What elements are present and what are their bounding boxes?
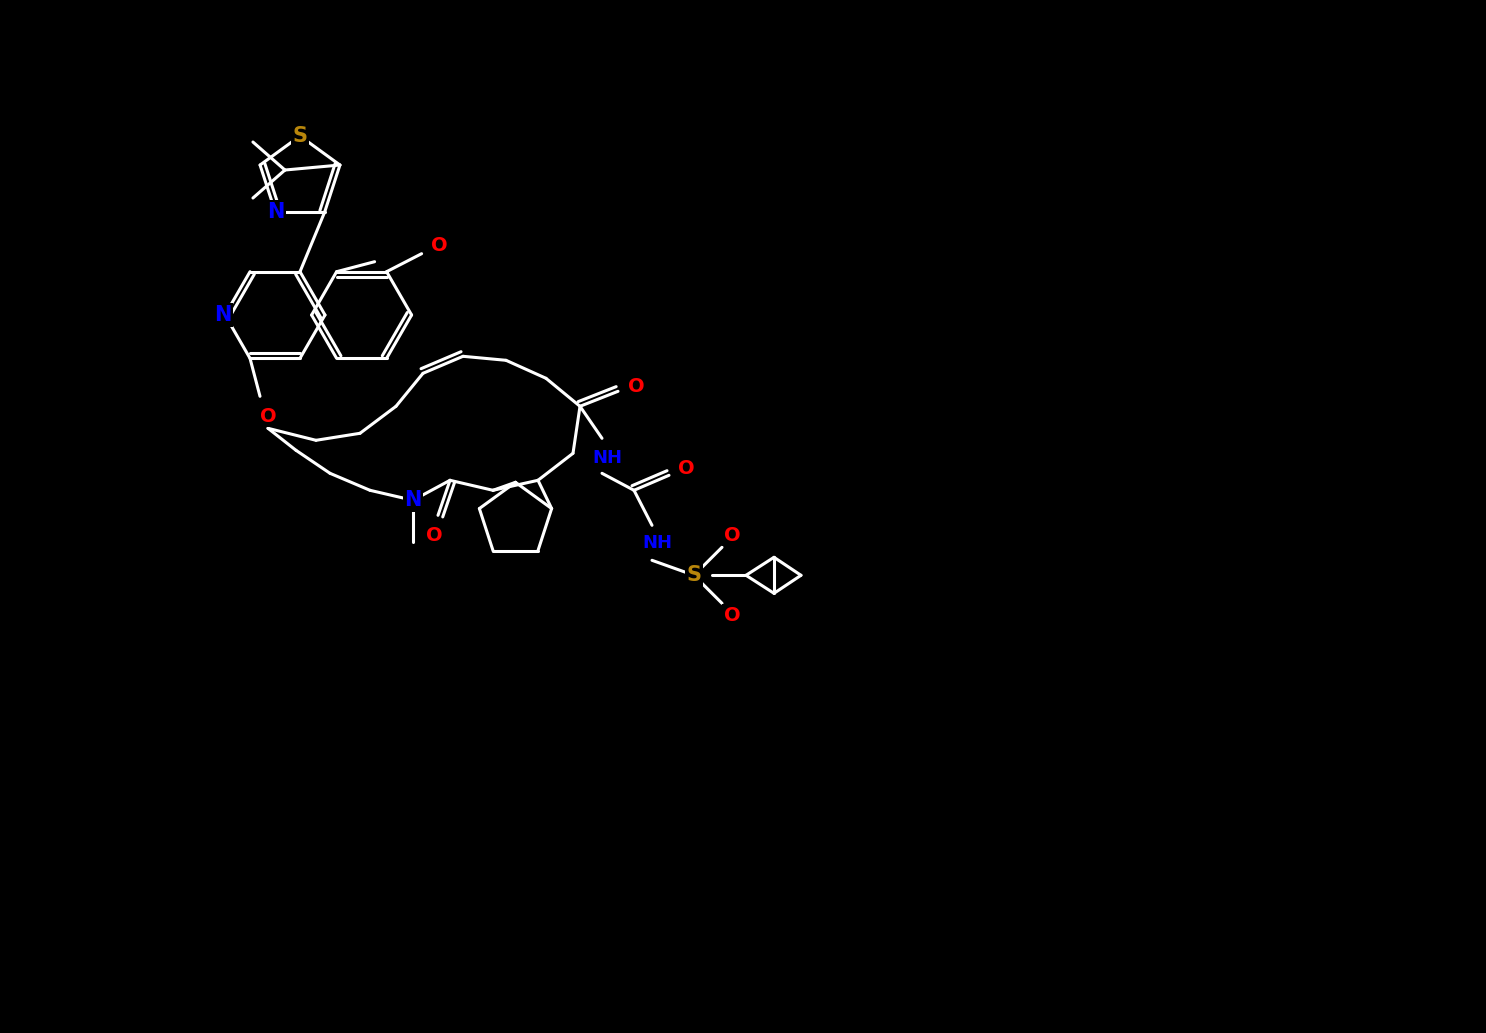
Text: N: N [404, 491, 422, 510]
Text: NH: NH [591, 449, 623, 467]
Text: O: O [678, 459, 694, 478]
Text: N: N [214, 305, 232, 325]
Text: NH: NH [642, 534, 672, 553]
Text: O: O [425, 526, 443, 544]
Text: N: N [266, 202, 284, 222]
Text: O: O [260, 407, 276, 426]
Text: O: O [724, 526, 740, 544]
Text: S: S [687, 565, 701, 586]
Text: O: O [431, 237, 447, 255]
Text: O: O [627, 377, 645, 396]
Text: O: O [724, 605, 740, 625]
Text: S: S [293, 126, 308, 146]
